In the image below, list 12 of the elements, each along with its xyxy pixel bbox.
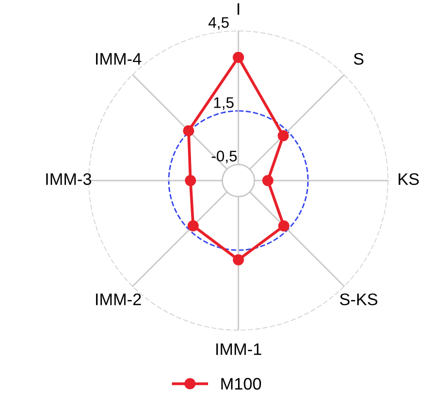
- spoke-label: IMM-2: [96, 293, 141, 306]
- legend-label: M100: [221, 378, 262, 390]
- y-tick-label: -0,5: [212, 150, 237, 164]
- spoke-label: IMM-3: [46, 173, 92, 186]
- spoke-label: I: [238, 3, 240, 15]
- spoke-label: S: [354, 52, 364, 65]
- spoke-label: IMM-1: [216, 343, 262, 355]
- spoke-label: IMM-4: [96, 53, 142, 65]
- y-tick-label: 4,5: [208, 17, 229, 30]
- y-tick-label: 1,5: [214, 97, 234, 110]
- spoke-label: KS: [398, 173, 419, 186]
- spoke-label: S-KS: [340, 293, 378, 306]
